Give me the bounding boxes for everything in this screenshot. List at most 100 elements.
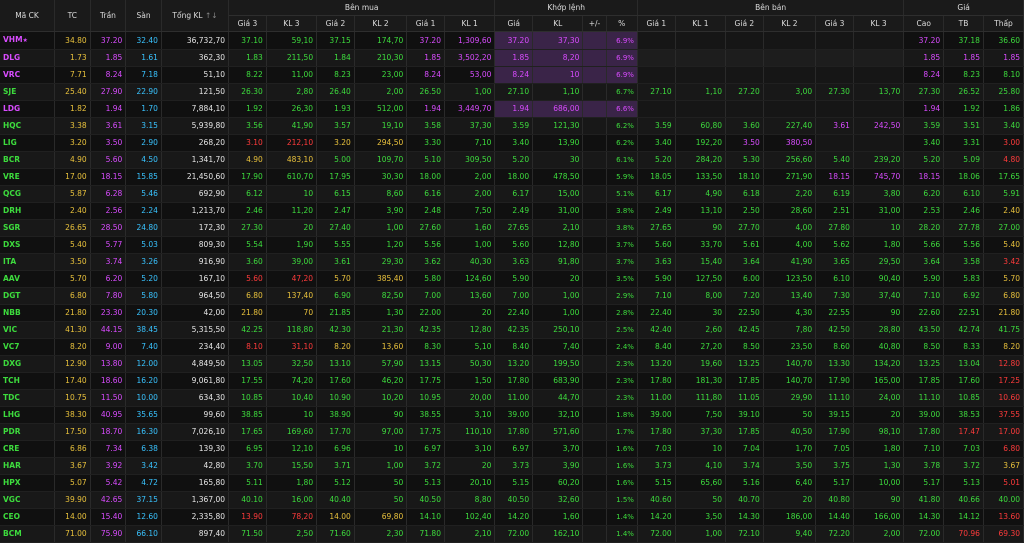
- match-change[interactable]: [582, 83, 607, 101]
- match-price[interactable]: 40.50: [494, 491, 534, 509]
- bid-volume-2[interactable]: 174,70: [354, 31, 408, 50]
- match-price[interactable]: 5.20: [494, 151, 534, 169]
- ask-volume-3[interactable]: 90,40: [853, 270, 905, 288]
- bid-volume-3[interactable]: 10: [266, 406, 318, 424]
- match-percent[interactable]: 3.8%: [606, 202, 638, 220]
- ask-volume-1[interactable]: 50: [675, 491, 727, 509]
- table-row[interactable]: LIG 3.20 3.50 2.90 268,20 3.10 212,10 3.20 294,5…: [0, 134, 1024, 152]
- table-row[interactable]: HQC 3.38 3.61 3.15 5,939,80 3.56 41,90 3.57 19,1…: [0, 117, 1024, 135]
- symbol-cell[interactable]: QCG: [0, 185, 56, 203]
- bid-price-3[interactable]: 42.25: [228, 321, 267, 339]
- bid-volume-2[interactable]: 2,30: [354, 525, 408, 543]
- total-volume[interactable]: 916,90: [161, 253, 230, 271]
- floor-price[interactable]: 4.50: [125, 151, 162, 169]
- bid-volume-3[interactable]: 212,10: [266, 134, 318, 152]
- bid-volume-2[interactable]: 10: [354, 440, 408, 458]
- bid-price-1[interactable]: 37.20: [406, 31, 445, 50]
- ask-price-1[interactable]: 3.63: [637, 253, 676, 271]
- ceil-price[interactable]: 11.50: [90, 389, 127, 407]
- match-percent[interactable]: 2.5%: [606, 321, 638, 339]
- ask-volume-3[interactable]: 134,20: [853, 355, 905, 373]
- ceil-price[interactable]: 1.85: [90, 49, 127, 67]
- match-volume[interactable]: 37,30: [532, 31, 584, 50]
- symbol-cell[interactable]: SJE: [0, 83, 56, 101]
- match-percent[interactable]: 1.4%: [606, 508, 638, 526]
- ask-price-2[interactable]: 13.25: [725, 355, 764, 373]
- total-volume[interactable]: 5,939,80: [161, 117, 230, 135]
- ask-price-1[interactable]: 13.20: [637, 355, 676, 373]
- bid-volume-2[interactable]: 1,00: [354, 219, 408, 237]
- match-percent[interactable]: 3.8%: [606, 219, 638, 237]
- ceil-price[interactable]: 18.70: [90, 423, 127, 441]
- ask-volume-2[interactable]: 29,90: [763, 389, 817, 407]
- match-price[interactable]: 13.20: [494, 355, 534, 373]
- bid-volume-2[interactable]: 90: [354, 406, 408, 424]
- ask-volume-2[interactable]: 2,20: [763, 185, 817, 203]
- low-price[interactable]: 36.60: [983, 31, 1024, 50]
- low-price[interactable]: 3.40: [983, 117, 1024, 135]
- bid-volume-3[interactable]: 70: [266, 304, 318, 322]
- ask-price-2[interactable]: 8.50: [725, 338, 764, 356]
- ask-volume-1[interactable]: 33,70: [675, 236, 727, 254]
- ref-price[interactable]: 38.30: [54, 406, 91, 424]
- ask-price-3[interactable]: 3.65: [815, 253, 854, 271]
- ask-price-3[interactable]: 13.30: [815, 355, 854, 373]
- table-row[interactable]: CEO 14.00 15.40 12.60 2,335,80 13.90 78,20 14.0…: [0, 508, 1024, 526]
- total-volume[interactable]: 897,40: [161, 525, 230, 543]
- bid-volume-1[interactable]: 20: [444, 457, 496, 475]
- ask-price-1[interactable]: 5.90: [637, 270, 676, 288]
- match-price[interactable]: 14.20: [494, 508, 534, 526]
- ceil-price[interactable]: 28.50: [90, 219, 127, 237]
- ceil-price[interactable]: 15.40: [90, 508, 127, 526]
- ask-price-2[interactable]: 72.10: [725, 525, 764, 543]
- bid-volume-1[interactable]: 5,10: [444, 338, 496, 356]
- bid-volume-2[interactable]: 50: [354, 491, 408, 509]
- ask-volume-2[interactable]: 20: [763, 491, 817, 509]
- bid-price-1[interactable]: 14.10: [406, 508, 445, 526]
- bid-price-2[interactable]: 6.15: [316, 185, 355, 203]
- bid-price-2[interactable]: 1.93: [316, 100, 355, 118]
- match-percent[interactable]: 3.5%: [606, 270, 638, 288]
- match-percent[interactable]: 6.1%: [606, 151, 638, 169]
- avg-price[interactable]: 3.58: [943, 253, 984, 271]
- floor-price[interactable]: 66.10: [125, 525, 162, 543]
- table-row[interactable]: DLG 1.73 1.85 1.61 362,30 1.83 211,50 1.84 210,3…: [0, 49, 1024, 67]
- match-volume[interactable]: 1,10: [532, 83, 584, 101]
- bid-volume-3[interactable]: 137,40: [266, 287, 318, 305]
- ask-volume-2[interactable]: [763, 31, 817, 50]
- bid-volume-1[interactable]: 3,502,20: [444, 49, 496, 67]
- ask-price-1[interactable]: 5.15: [637, 474, 676, 492]
- ceil-price[interactable]: 7.80: [90, 287, 127, 305]
- match-percent[interactable]: 6.6%: [606, 100, 638, 118]
- bid-volume-1[interactable]: 2,00: [444, 168, 496, 186]
- high-price[interactable]: 43.50: [903, 321, 945, 339]
- ask-price-1[interactable]: 2.49: [637, 202, 676, 220]
- floor-price[interactable]: 5.80: [125, 287, 162, 305]
- header-symbol[interactable]: Mã CK: [0, 0, 56, 32]
- low-price[interactable]: 8.10: [983, 66, 1024, 84]
- ceil-price[interactable]: 42.65: [90, 491, 127, 509]
- ceil-price[interactable]: 6.20: [90, 270, 127, 288]
- low-price[interactable]: 1.85: [983, 49, 1024, 67]
- table-row[interactable]: DRH 2.40 2.56 2.24 1,213,70 2.46 11,20 2.47 3,90…: [0, 202, 1024, 220]
- avg-price[interactable]: 10.85: [943, 389, 984, 407]
- match-percent[interactable]: 2.8%: [606, 304, 638, 322]
- ask-price-1[interactable]: 40.60: [637, 491, 676, 509]
- bid-volume-3[interactable]: 11,00: [266, 66, 318, 84]
- low-price[interactable]: 17.65: [983, 168, 1024, 186]
- ask-volume-3[interactable]: 20: [853, 406, 905, 424]
- bid-volume-2[interactable]: 97,00: [354, 423, 408, 441]
- match-change[interactable]: [582, 372, 607, 390]
- match-price[interactable]: 3.40: [494, 134, 534, 152]
- ref-price[interactable]: 12.90: [54, 355, 91, 373]
- ref-price[interactable]: 8.20: [54, 338, 91, 356]
- match-change[interactable]: [582, 287, 607, 305]
- high-price[interactable]: 3.64: [903, 253, 945, 271]
- total-volume[interactable]: 165,80: [161, 474, 230, 492]
- ask-price-2[interactable]: 6.18: [725, 185, 764, 203]
- match-percent[interactable]: 6.9%: [606, 49, 638, 67]
- high-price[interactable]: 1.85: [903, 49, 945, 67]
- low-price[interactable]: 3.67: [983, 457, 1024, 475]
- match-volume[interactable]: 30: [532, 151, 584, 169]
- total-volume[interactable]: 234,40: [161, 338, 230, 356]
